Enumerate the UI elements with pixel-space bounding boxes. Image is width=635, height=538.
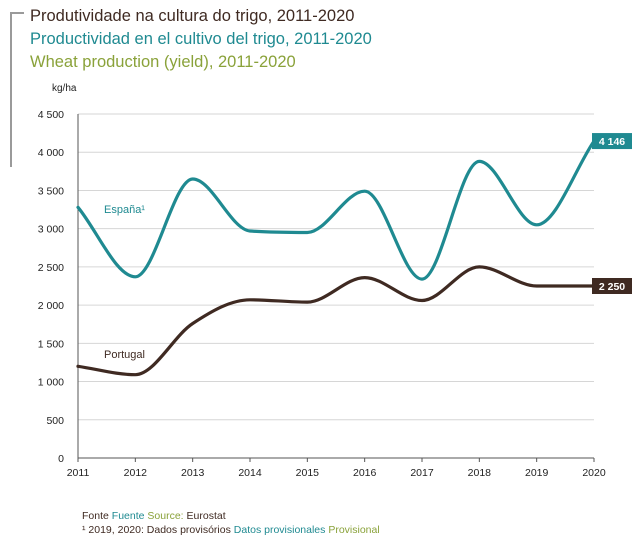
- x-tick-label: 2016: [353, 467, 377, 479]
- x-tick-label: 2018: [468, 467, 492, 479]
- x-tick-label: 2011: [67, 467, 90, 479]
- series-label-portugal: Portugal: [104, 349, 145, 361]
- title-bracket-horizontal: [10, 12, 24, 14]
- end-value-label-portugal: 2 250: [599, 281, 625, 293]
- y-tick-label: 500: [46, 415, 64, 427]
- title-english: Wheat production (yield), 2011-2020: [30, 53, 296, 71]
- y-tick-label: 3 000: [38, 224, 64, 236]
- x-tick-label: 2014: [238, 467, 262, 479]
- note-es: Datos provisionales: [233, 524, 326, 536]
- series-line-espaa: [76, 139, 596, 281]
- y-tick-label: 0: [58, 453, 64, 465]
- x-tick-label: 2012: [124, 467, 148, 479]
- title-bracket-vertical: [10, 12, 12, 167]
- end-value-badge-espaa: [592, 133, 632, 150]
- line-chart: kg/ha 0 500 1 000 1 500 2 000 2 500 3 000 3 500 4…: [38, 83, 632, 479]
- note-en: Provisional: [328, 524, 380, 536]
- source-label-es: Fuente: [111, 510, 145, 522]
- source-line: Fonte Fuente Source: Eurostat: [82, 510, 226, 522]
- y-tick-label: 1 000: [38, 377, 64, 389]
- y-tick-label: 4 500: [38, 109, 64, 121]
- y-tick-label: 2 500: [38, 262, 64, 274]
- note-line: ¹ 2019, 2020: Dados provisórios Datos pr…: [82, 524, 380, 536]
- x-tick-label: 2020: [582, 467, 606, 479]
- source-value: Eurostat: [186, 510, 226, 522]
- end-value-badge-portugal: [592, 278, 632, 294]
- source-label-pt: Fonte: [82, 510, 109, 522]
- series-label-espaa: España¹: [104, 204, 145, 216]
- y-axis-unit-label: kg/ha: [52, 83, 77, 94]
- y-tick-label: 2 000: [38, 300, 64, 312]
- source-label-en: Source:: [147, 510, 184, 522]
- y-tick-label: 1 500: [38, 338, 64, 350]
- x-tick-label: 2013: [181, 467, 205, 479]
- y-tick-label: 4 000: [38, 147, 64, 159]
- series-line-portugal: [76, 265, 596, 377]
- end-value-label-espaa: 4 146: [599, 136, 625, 148]
- x-tick-label: 2017: [410, 467, 434, 479]
- title-spanish: Productividad en el cultivo del trigo, 2…: [30, 30, 372, 48]
- title-portuguese: Produtividade na cultura do trigo, 2011-…: [30, 7, 355, 25]
- x-tick-label: 2019: [525, 467, 549, 479]
- y-tick-label: 3 500: [38, 185, 64, 197]
- note-pt: ¹ 2019, 2020: Dados provisórios: [82, 524, 231, 536]
- x-tick-label: 2015: [296, 467, 320, 479]
